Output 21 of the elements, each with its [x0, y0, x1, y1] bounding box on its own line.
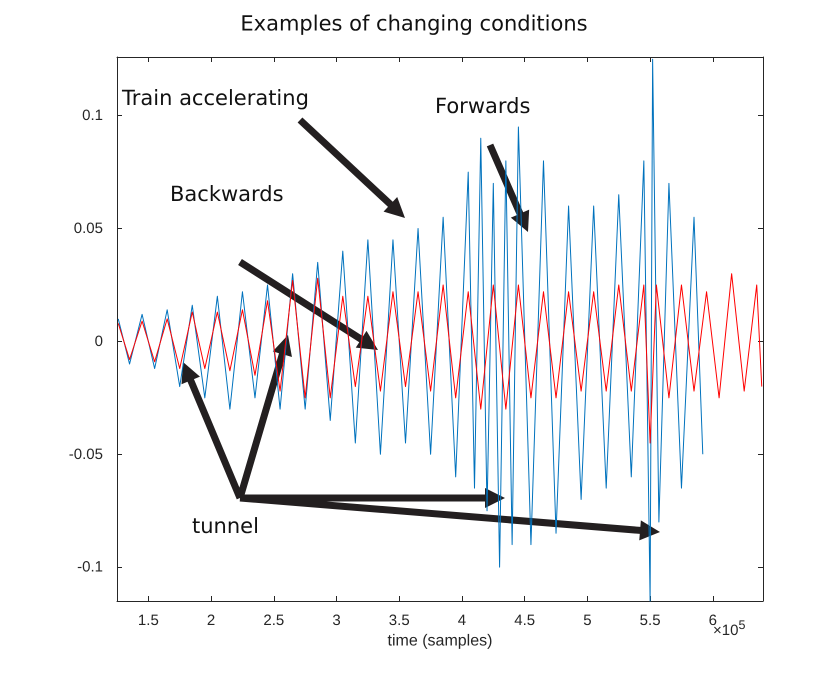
annotation: Backwards — [170, 182, 284, 206]
x-tick-label: 1.5 — [138, 612, 159, 629]
chart-title: Examples of changing conditions — [240, 12, 588, 36]
annotation: tunnel — [192, 514, 259, 538]
y-tick-label: 0 — [94, 332, 103, 350]
x-tick-label: 5.5 — [640, 612, 661, 629]
x-tick-label: 3.5 — [388, 612, 410, 629]
y-tick-label: -0.05 — [68, 446, 103, 463]
x-tick-label: 4 — [458, 612, 466, 629]
y-tick-label: 0.1 — [82, 107, 103, 124]
x-tick-label: 2 — [206, 612, 216, 629]
x-tick-label: 5 — [583, 612, 592, 629]
y-tick-label: 0.05 — [74, 220, 103, 238]
annotation: Train accelerating — [122, 86, 309, 110]
x-tick-label: 3 — [332, 612, 341, 629]
annotation: Forwards — [435, 94, 530, 118]
x-axis-title: time (samples) — [388, 632, 492, 650]
x-tick-label: 4.5 — [514, 612, 536, 629]
y-tick-label: -0.1 — [77, 558, 103, 576]
line-series — [118, 273, 762, 444]
x-tick-label: 2.5 — [263, 612, 284, 629]
